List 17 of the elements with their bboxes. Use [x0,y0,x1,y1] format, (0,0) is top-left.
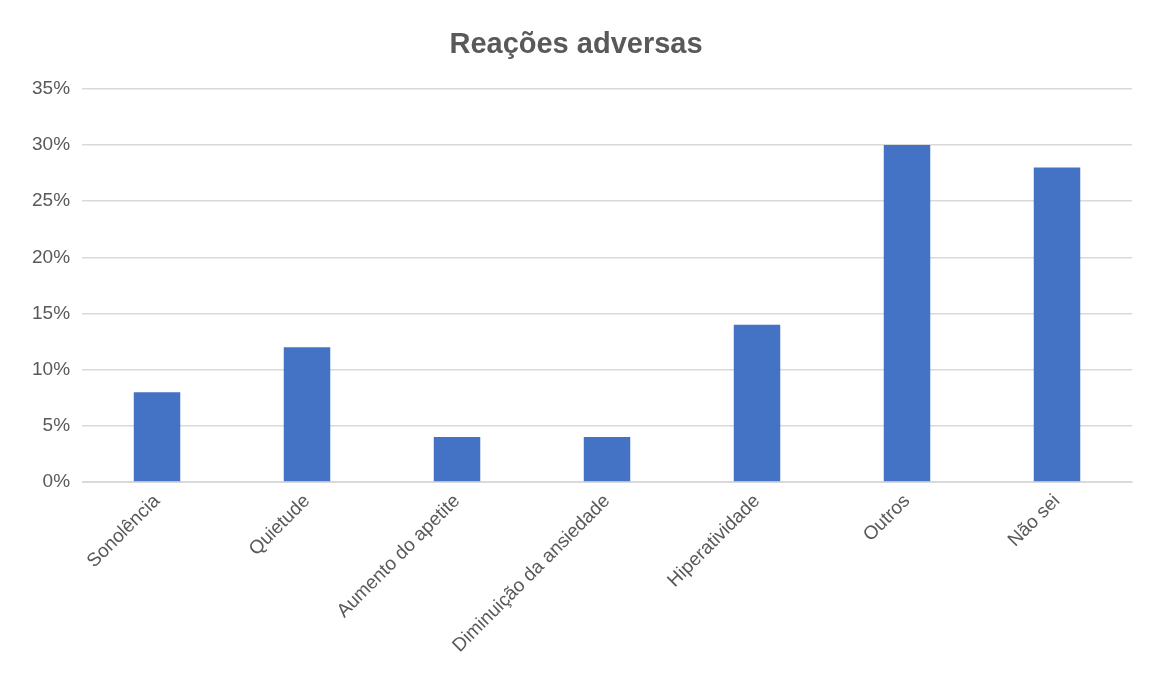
bar [1033,167,1081,482]
y-tick-label: 25% [32,189,71,211]
x-tick-label: Não sei [1003,489,1064,551]
bar [283,347,331,482]
y-tick-label: 5% [42,414,71,436]
y-tick-label: 30% [32,133,71,155]
y-tick-label: 10% [32,357,71,379]
bar [433,437,481,482]
bar [733,324,781,482]
bar [583,437,631,482]
y-tick-label: 20% [32,245,71,267]
y-tick-label: 35% [32,77,71,99]
chart-title: Reações adversas [449,27,703,60]
y-tick-label: 15% [32,301,71,323]
bar [883,144,931,482]
bar [133,392,181,482]
y-tick-label: 0% [42,470,71,492]
